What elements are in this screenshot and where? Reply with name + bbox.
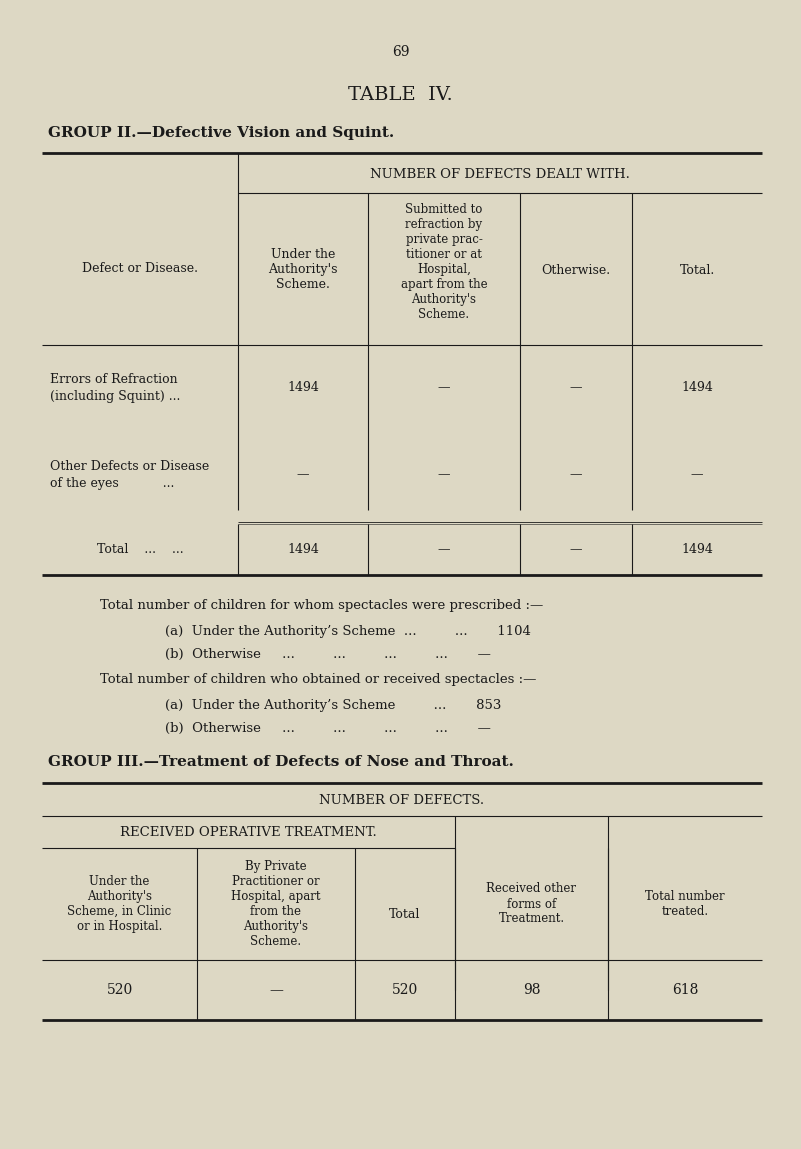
Text: Under the
Authority's
Scheme.: Under the Authority's Scheme. <box>268 248 338 292</box>
Text: (including Squint) ...: (including Squint) ... <box>50 390 180 403</box>
Text: Total number of children for whom spectacles were prescribed :—: Total number of children for whom specta… <box>100 600 543 612</box>
Text: —: — <box>296 469 309 481</box>
Text: Otherwise.: Otherwise. <box>541 263 610 277</box>
Text: —: — <box>438 543 450 556</box>
Text: 520: 520 <box>392 984 418 997</box>
Text: (a)  Under the Authority’s Scheme         ...       853: (a) Under the Authority’s Scheme ... 853 <box>165 700 501 712</box>
Text: —: — <box>570 543 582 556</box>
Text: 1494: 1494 <box>287 543 319 556</box>
Text: —: — <box>570 381 582 394</box>
Text: 618: 618 <box>672 984 698 997</box>
Text: By Private
Practitioner or
Hospital, apart
from the
Authority's
Scheme.: By Private Practitioner or Hospital, apa… <box>231 859 320 948</box>
Text: Total    ...    ...: Total ... ... <box>97 543 183 556</box>
Text: of the eyes           ...: of the eyes ... <box>50 478 175 491</box>
Text: RECEIVED OPERATIVE TREATMENT.: RECEIVED OPERATIVE TREATMENT. <box>120 826 377 840</box>
Text: —: — <box>570 469 582 481</box>
Text: 1494: 1494 <box>287 381 319 394</box>
Text: Under the
Authority's
Scheme, in Clinic
or in Hospital.: Under the Authority's Scheme, in Clinic … <box>67 876 171 933</box>
Text: Total.: Total. <box>679 263 714 277</box>
Text: Defect or Disease.: Defect or Disease. <box>82 262 198 275</box>
Text: —: — <box>438 381 450 394</box>
Text: GROUP II.—Defective Vision and Squint.: GROUP II.—Defective Vision and Squint. <box>48 126 394 140</box>
Text: NUMBER OF DEFECTS.: NUMBER OF DEFECTS. <box>320 794 485 807</box>
Text: Received other
forms of
Treatment.: Received other forms of Treatment. <box>486 882 577 925</box>
Text: —: — <box>438 469 450 481</box>
Text: Errors of Refraction: Errors of Refraction <box>50 373 178 386</box>
Text: (a)  Under the Authority’s Scheme  ...         ...       1104: (a) Under the Authority’s Scheme ... ...… <box>165 625 531 639</box>
Text: 1494: 1494 <box>681 543 713 556</box>
Text: TABLE  IV.: TABLE IV. <box>348 86 453 105</box>
Text: —: — <box>269 984 283 997</box>
Text: (b)  Otherwise     ...         ...         ...         ...       —: (b) Otherwise ... ... ... ... — <box>165 722 491 734</box>
Text: —: — <box>690 469 703 481</box>
Text: Other Defects or Disease: Other Defects or Disease <box>50 461 209 473</box>
Text: 98: 98 <box>523 984 540 997</box>
Text: 1494: 1494 <box>681 381 713 394</box>
Text: Total number of children who obtained or received spectacles :—: Total number of children who obtained or… <box>100 673 537 686</box>
Text: Total number
treated.: Total number treated. <box>645 890 725 918</box>
Text: 69: 69 <box>392 45 409 59</box>
Text: Submitted to
refraction by
private prac-
titioner or at
Hospital,
apart from the: Submitted to refraction by private prac-… <box>400 203 487 321</box>
Text: NUMBER OF DEFECTS DEALT WITH.: NUMBER OF DEFECTS DEALT WITH. <box>370 169 630 182</box>
Text: 520: 520 <box>107 984 133 997</box>
Text: GROUP III.—Treatment of Defects of Nose and Throat.: GROUP III.—Treatment of Defects of Nose … <box>48 755 514 769</box>
Text: (b)  Otherwise     ...         ...         ...         ...       —: (b) Otherwise ... ... ... ... — <box>165 648 491 661</box>
Text: Total: Total <box>389 908 421 920</box>
